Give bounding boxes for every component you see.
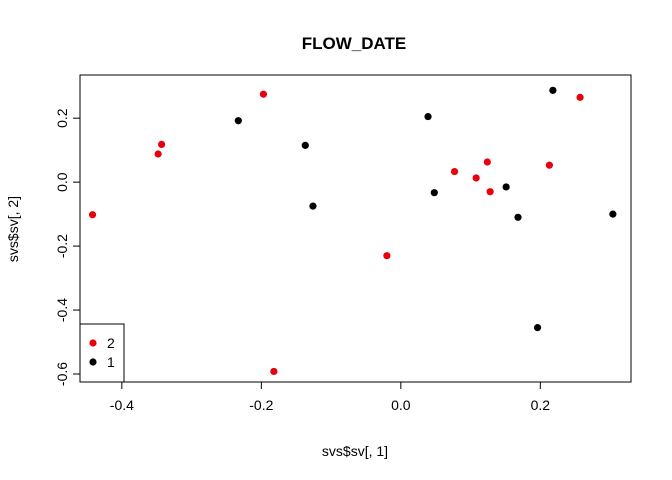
legend-label: 2	[107, 335, 115, 351]
legend-label: 1	[107, 354, 115, 370]
plot-frame	[79, 74, 632, 383]
legend-marker	[89, 358, 97, 366]
y-tick-label: -0.4	[54, 298, 70, 322]
data-point-series-2	[88, 211, 97, 219]
y-tick-label: 0.0	[54, 172, 70, 192]
legend-box	[79, 323, 125, 383]
x-tick-label: -0.2	[249, 397, 273, 413]
y-axis-label: svs$sv[, 2]	[5, 196, 21, 262]
data-point-series-1	[514, 213, 522, 221]
data-point-series-2	[472, 174, 480, 182]
data-points	[88, 86, 617, 376]
data-point-series-1	[430, 189, 438, 197]
data-point-series-2	[383, 252, 391, 260]
data-point-series-2	[154, 150, 162, 158]
y-axis: -0.6 -0.4 -0.2 0.0 0.2	[54, 108, 81, 386]
data-point-series-1	[309, 202, 317, 210]
x-tick-label: 0.0	[391, 397, 411, 413]
y-tick-label: -0.6	[54, 362, 70, 386]
chart-title: FLOW_DATE	[302, 34, 407, 53]
x-axis-label: svs$sv[, 1]	[322, 443, 388, 459]
data-point-series-2	[545, 161, 553, 169]
data-point-series-2	[259, 90, 268, 98]
data-point-series-2	[158, 140, 166, 148]
y-tick-label: -0.2	[54, 234, 70, 258]
data-point-series-2	[450, 167, 459, 176]
data-point-series-1	[234, 117, 242, 125]
data-point-series-1	[609, 210, 617, 218]
data-point-series-2	[486, 188, 494, 196]
x-tick-label: -0.4	[110, 397, 134, 413]
data-point-series-1	[502, 183, 510, 191]
legend: 21	[79, 323, 125, 383]
data-point-series-2	[576, 93, 584, 101]
legend-marker	[89, 339, 97, 347]
data-point-series-2	[270, 367, 278, 376]
x-tick-label: 0.2	[531, 397, 551, 413]
y-tick-label: 0.2	[54, 108, 70, 128]
data-point-series-2	[483, 158, 491, 166]
data-point-series-1	[549, 86, 557, 94]
x-axis: -0.4 -0.2 0.0 0.2	[110, 381, 551, 413]
data-point-series-1	[533, 324, 542, 332]
data-point-series-1	[301, 141, 309, 149]
data-point-series-1	[424, 112, 432, 121]
